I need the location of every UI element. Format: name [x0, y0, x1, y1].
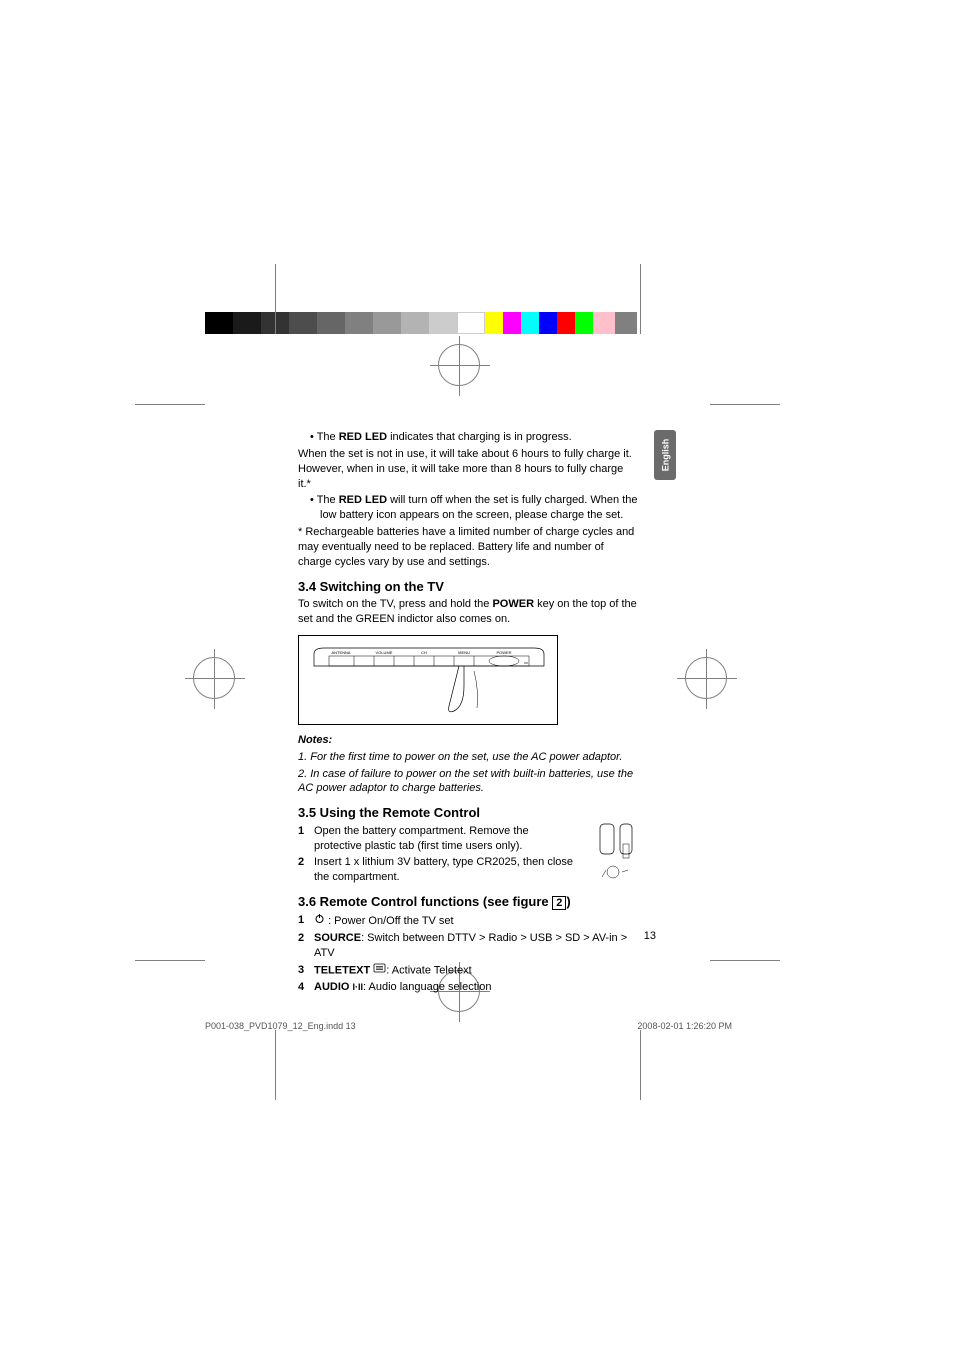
s36-item-3: 3 TELETEXT : Activate Teletext	[298, 963, 638, 978]
registration-mark-right	[685, 657, 727, 699]
svg-text:CH: CH	[421, 650, 427, 655]
color-swatch	[345, 312, 373, 334]
color-swatch	[615, 312, 637, 334]
registration-mark-left	[193, 657, 235, 699]
note-1: 1. For the first time to power on the se…	[298, 750, 638, 765]
language-tab: English	[654, 430, 676, 480]
svg-text:MENU: MENU	[458, 650, 470, 655]
svg-text:VOLUME: VOLUME	[376, 650, 393, 655]
heading-3-5: 3.5 Using the Remote Control	[298, 804, 638, 822]
page-number: 13	[644, 930, 656, 942]
color-swatch	[429, 312, 457, 334]
color-swatch	[593, 312, 615, 334]
s36-item-2: 2 SOURCE: Switch between DTTV > Radio > …	[298, 931, 638, 961]
color-swatch	[503, 312, 521, 334]
color-swatch	[317, 312, 345, 334]
footer-timestamp: 2008-02-01 1:26:20 PM	[637, 1021, 732, 1031]
heading-3-4: 3.4 Switching on the TV	[298, 578, 638, 596]
heading-3-6: 3.6 Remote Control functions (see figure…	[298, 893, 638, 911]
power-icon	[314, 913, 325, 929]
note-2: 2. In case of failure to power on the se…	[298, 767, 638, 797]
s36-item-1: 1 : Power On/Off the TV set	[298, 913, 638, 929]
color-swatch	[233, 312, 261, 334]
color-swatch	[575, 312, 593, 334]
color-swatch	[539, 312, 557, 334]
s36-item-4: 4 AUDIO I·II: Audio language selection	[298, 980, 638, 995]
intro-para-4: * Rechargeable batteries have a limited …	[298, 525, 638, 570]
notes-heading: Notes:	[298, 733, 638, 748]
color-swatch	[521, 312, 539, 334]
color-swatch	[289, 312, 317, 334]
color-swatch	[485, 312, 503, 334]
s35-item-2: 2Insert 1 x lithium 3V battery, type CR2…	[298, 855, 578, 885]
diagram-label: ANTENNA	[331, 650, 350, 655]
teletext-icon	[373, 963, 386, 978]
footer-filename: P001-038_PVD1079_12_Eng.indd 13	[205, 1021, 356, 1031]
color-swatch	[401, 312, 429, 334]
intro-bullet-1: • The RED LED indicates that charging is…	[298, 430, 638, 445]
color-swatch	[457, 312, 485, 334]
color-swatch	[373, 312, 401, 334]
svg-text:POWER: POWER	[496, 650, 511, 655]
language-label: English	[660, 439, 670, 472]
color-calibration-strip	[205, 312, 637, 334]
color-swatch	[205, 312, 233, 334]
s35-item-1: 1Open the battery compartment. Remove th…	[298, 824, 578, 854]
tv-top-diagram: ANTENNA VOLUME CH MENU POWER OK	[298, 635, 558, 725]
intro-bullet-3: • The RED LED will turn off when the set…	[298, 493, 638, 523]
page-content: • The RED LED indicates that charging is…	[298, 430, 638, 997]
s34-text: To switch on the TV, press and hold the …	[298, 597, 638, 627]
intro-line-2: When the set is not in use, it will take…	[298, 447, 638, 492]
color-swatch	[557, 312, 575, 334]
svg-text:OK: OK	[524, 661, 528, 665]
remote-battery-illustration	[598, 822, 640, 882]
audio-icon: I·II	[353, 981, 364, 993]
registration-mark-top	[438, 344, 480, 386]
